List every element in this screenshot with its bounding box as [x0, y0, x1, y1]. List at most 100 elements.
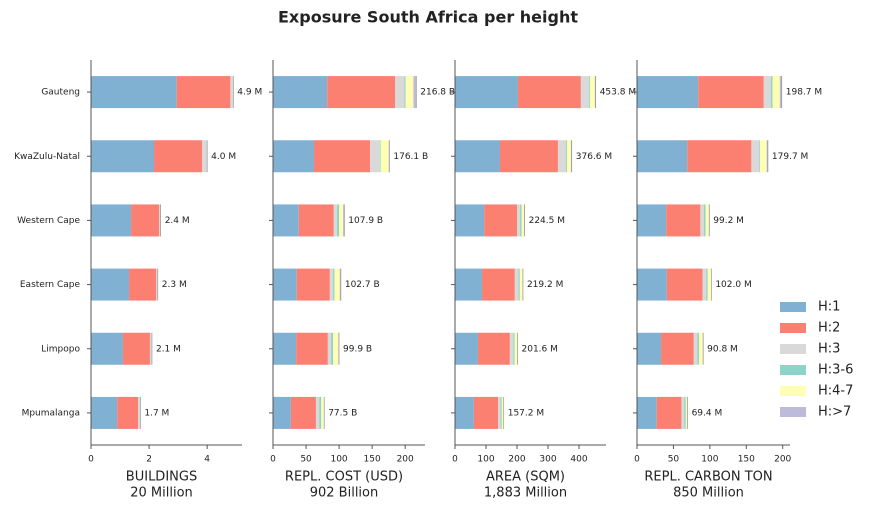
bar-segment: [589, 76, 595, 109]
bar-segment: [661, 332, 694, 365]
bar-segment: [521, 204, 525, 237]
x-tick-label: 4: [204, 455, 210, 465]
bar-segment: [484, 204, 518, 237]
legend-swatch: [780, 365, 806, 375]
bar-segment: [702, 268, 707, 301]
total-label: 2.3 M: [162, 280, 187, 290]
bar-segment: [455, 76, 518, 109]
total-label: 4.0 M: [211, 152, 236, 162]
bar-segment: [707, 268, 711, 301]
y-tick-label: KwaZulu-Natal: [14, 152, 80, 162]
total-label: 176.1 B: [393, 152, 428, 162]
bar-segment: [700, 204, 705, 237]
x-tick-label: 100: [330, 455, 347, 465]
x-tick-label: 0: [452, 455, 458, 465]
x-axis-label: AREA (SQM): [486, 470, 565, 485]
bar-segment: [771, 76, 773, 109]
bar-segment: [706, 268, 708, 301]
bar-segment: [159, 204, 161, 237]
bar-segment: [566, 140, 567, 173]
bar-segment: [693, 332, 698, 365]
x-tick-label: 0: [88, 455, 94, 465]
bar-segment: [637, 396, 657, 429]
bar-segment: [751, 140, 760, 173]
bar-segment: [313, 140, 371, 173]
bar-segment: [772, 76, 780, 109]
legend-label: H:2: [818, 321, 840, 336]
bar-segment: [455, 204, 485, 237]
bar-segment: [779, 76, 782, 109]
bar-segment: [202, 140, 208, 173]
x-tick-label: 0: [270, 455, 276, 465]
total-label: 99.9 B: [343, 344, 372, 354]
bar-segment: [333, 332, 339, 365]
total-label: 157.2 M: [508, 408, 544, 418]
total-label: 4.9 M: [237, 88, 262, 98]
bar-segment: [763, 76, 772, 109]
bar-segment: [176, 76, 231, 109]
x-tick-label: 100: [701, 455, 718, 465]
x-tick-label: 300: [539, 455, 556, 465]
bar-segment: [514, 268, 519, 301]
bar-segment: [273, 332, 297, 365]
x-axis-total: 1,883 Million: [484, 486, 567, 501]
total-label: 453.8 M: [600, 88, 636, 98]
x-tick-label: 50: [668, 455, 680, 465]
bar-segment: [129, 268, 157, 301]
bar-segment: [370, 140, 381, 173]
bar-segment: [333, 268, 335, 301]
bar-segment: [520, 204, 522, 237]
bar-segment: [339, 268, 341, 301]
total-label: 198.7 M: [786, 88, 822, 98]
bar-segment: [588, 76, 590, 109]
x-axis-total: 850 Million: [673, 486, 744, 501]
x-tick-label: 200: [397, 455, 414, 465]
bar-segment: [685, 396, 688, 429]
total-label: 99.2 M: [713, 216, 744, 226]
x-axis-total: 20 Million: [130, 486, 193, 501]
x-tick-label: 150: [364, 455, 381, 465]
bar-segment: [501, 396, 504, 429]
total-label: 201.6 M: [522, 344, 558, 354]
bar-segment: [388, 140, 390, 173]
bar-segment: [154, 140, 203, 173]
x-axis-total: 902 Billion: [310, 486, 379, 501]
bar-segment: [498, 396, 501, 429]
bar-segment: [513, 332, 515, 365]
bar-segment: [319, 396, 322, 429]
bar-segment: [500, 396, 502, 429]
bar-segment: [514, 332, 518, 365]
bar-segment: [518, 268, 520, 301]
chart-title: Exposure South Africa per height: [278, 8, 578, 27]
bar-segment: [684, 396, 686, 429]
bar-segment: [91, 332, 123, 365]
bar-segment: [760, 140, 767, 173]
total-label: 107.9 B: [348, 216, 383, 226]
bar-segment: [343, 204, 345, 237]
bar-segment: [156, 268, 158, 301]
bar-segment: [557, 140, 567, 173]
x-tick-label: 2: [146, 455, 152, 465]
total-label: 179.7 M: [772, 152, 808, 162]
legend-label: H:3-6: [818, 363, 853, 378]
bar-segment: [687, 140, 752, 173]
bar-segment: [580, 76, 589, 109]
bar-segment: [637, 332, 662, 365]
bar-segment: [327, 76, 396, 109]
y-tick-label: Western Cape: [17, 216, 80, 226]
bar-segment: [337, 204, 340, 237]
bar-segment: [327, 332, 332, 365]
x-axis-label: BUILDINGS: [126, 470, 197, 485]
x-tick-label: 200: [508, 455, 525, 465]
total-label: 77.5 B: [328, 408, 357, 418]
bar-segment: [404, 76, 406, 109]
bar-segment: [666, 204, 701, 237]
bar-segment: [273, 140, 314, 173]
total-label: 90.8 M: [707, 344, 738, 354]
bar-segment: [122, 332, 150, 365]
bar-segment: [321, 396, 324, 429]
bar-segment: [333, 204, 338, 237]
total-label: 2.4 M: [165, 216, 190, 226]
bar-segment: [296, 332, 328, 365]
